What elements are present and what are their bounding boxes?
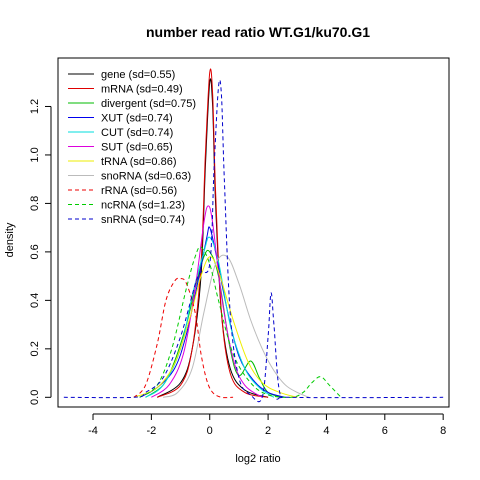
y-axis-label: density [4,222,16,257]
legend-label: snoRNA (sd=0.63) [101,171,191,183]
legend-label: snRNA (sd=0.74) [101,214,185,226]
x-tick-label: 0 [207,425,213,437]
series-line-8 [133,277,234,399]
y-axis: 0.0 0.2 0.4 0.6 0.8 1.0 1.2 [29,99,52,405]
y-tick-label: 0.8 [29,196,41,211]
y-tick-label: 0.2 [29,341,41,356]
legend-label: SUT (sd=0.65) [101,142,173,154]
y-tick-label: 0.6 [29,244,41,259]
series-line-2 [145,249,283,398]
x-tick-label: 4 [323,425,329,437]
x-tick-label: -2 [146,425,156,437]
series-line-10 [63,79,444,403]
legend-label: CUT (sd=0.74) [101,127,173,139]
y-tick-label: 0.0 [29,390,41,405]
legend-label: gene (sd=0.55) [101,69,175,81]
y-tick-label: 1.2 [29,99,41,114]
legend: gene (sd=0.55) mRNA (sd=0.49) divergent (s… [68,69,196,226]
series-line-6 [133,256,298,398]
x-tick-label: 8 [440,425,446,437]
y-tick-label: 0.4 [29,293,41,308]
legend-label: tRNA (sd=0.86) [101,156,177,168]
legend-label: mRNA (sd=0.49) [101,84,183,96]
legend-label: XUT (sd=0.74) [101,113,173,125]
plot-area [57,57,450,408]
x-tick-label: 2 [265,425,271,437]
x-tick-label: -4 [88,425,98,437]
x-axis-label: log2 ratio [235,453,280,465]
legend-label: rRNA (sd=0.56) [101,185,177,197]
legend-label: divergent (sd=0.75) [101,98,196,110]
series-layer [63,68,444,403]
series-line-9 [139,246,342,398]
series-line-3 [139,226,286,398]
y-tick-label: 1.0 [29,147,41,162]
legend-label: ncRNA (sd=1.23) [101,200,185,212]
series-line-1 [156,68,269,398]
series-line-7 [162,254,310,398]
x-tick-label: 6 [382,425,388,437]
series-line-5 [151,205,263,398]
x-axis: -4 -2 0 2 4 6 8 [88,413,446,437]
chart-title: number read ratio WT.G1/ku70.G1 [146,24,370,40]
